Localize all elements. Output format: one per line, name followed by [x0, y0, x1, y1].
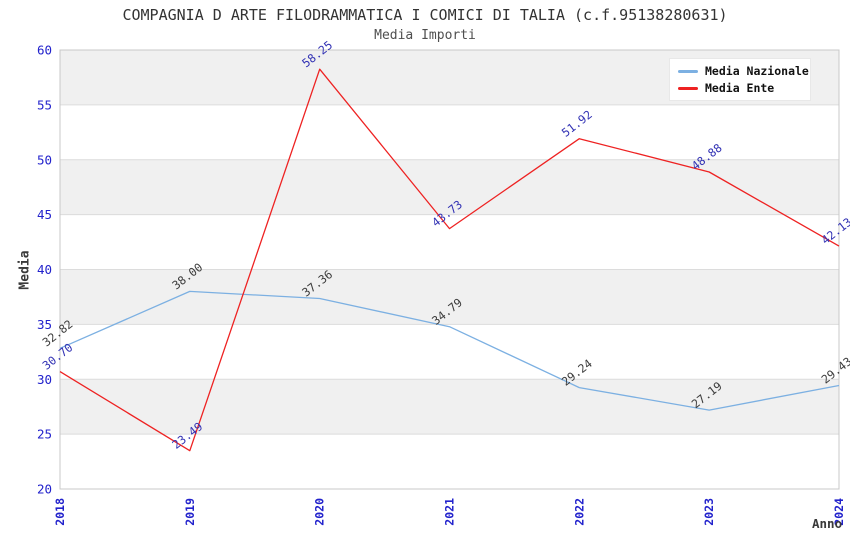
y-tick-label: 25 [37, 427, 52, 442]
legend-item-media-nazionale: Media Nazionale [678, 64, 810, 78]
x-tick-label: 2021 [443, 498, 457, 526]
y-tick-label: 55 [37, 97, 52, 112]
plot-band [60, 269, 839, 325]
x-tick-label: 2018 [53, 498, 67, 526]
y-tick-label: 30 [37, 372, 52, 387]
y-tick-label: 60 [37, 43, 52, 58]
x-tick-label: 2023 [702, 498, 716, 526]
chart-title: COMPAGNIA D ARTE FILODRAMMATICA I COMICI… [122, 6, 728, 24]
series-line-0 [59, 290, 840, 411]
legend-label: Media Nazionale [705, 64, 809, 78]
y-tick-label: 35 [37, 317, 52, 332]
series-line-1 [59, 68, 840, 452]
x-tick-label: 2024 [832, 498, 846, 526]
x-axis-label: Anno [812, 516, 843, 531]
x-tick-label: 2022 [572, 498, 586, 526]
x-tick-label: 2020 [313, 498, 327, 526]
y-tick-label: 20 [37, 482, 52, 497]
y-tick-label: 45 [37, 207, 52, 222]
plot-band [60, 159, 839, 215]
y-axis-label: Media [17, 250, 33, 290]
data-label-1: 42.13 [819, 215, 850, 247]
y-tick-label: 40 [37, 262, 52, 277]
legend-item-media-ente: Media Ente [678, 81, 810, 95]
legend-swatch-ente-icon [678, 86, 698, 90]
chart-subtitle: Media Importi [374, 28, 476, 43]
data-label-1: 51.92 [559, 107, 595, 139]
y-tick-label: 50 [37, 152, 52, 167]
x-tick-label: 2019 [183, 498, 197, 526]
plot-band [60, 379, 839, 435]
legend-swatch-nazionale-icon [678, 69, 698, 73]
legend: Media Nazionale Media Ente [669, 58, 811, 101]
plot-border [59, 49, 840, 490]
legend-label: Media Ente [705, 81, 775, 95]
